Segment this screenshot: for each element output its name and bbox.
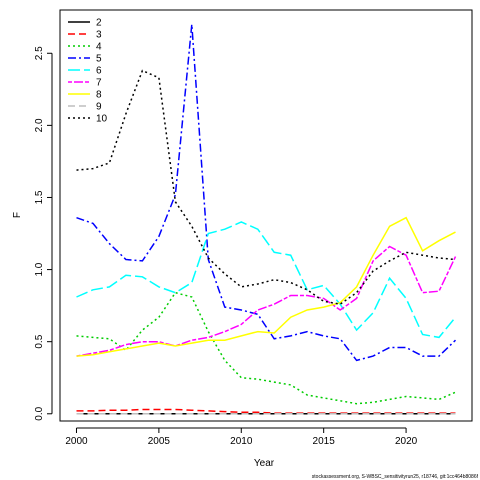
legend-label-9: 9 [96,102,102,113]
y-tick-label: 0.0 [34,406,45,420]
legend-label-4: 4 [96,42,102,53]
legend-label-8: 8 [96,90,102,101]
y-axis: 0.0 0.5 1.0 1.5 2.0 2.5 [34,46,53,421]
y-tick-label: 0.5 [34,334,45,348]
series-layer [76,24,457,415]
legend-label-10: 10 [96,114,108,125]
x-tick-label: 2000 [65,436,88,447]
x-axis-label: Year [254,458,275,469]
y-tick-label: 2.0 [34,118,45,132]
x-tick-label: 2015 [313,436,336,447]
series-line-5 [76,24,457,362]
legend-label-7: 7 [96,78,102,89]
series-line-8 [76,216,456,357]
series-line-6 [76,221,457,339]
series-line-4 [76,291,456,405]
footer-text: stockassessment.org, S-WBSC_sensitivityr… [312,474,479,480]
y-tick-label: 1.5 [34,190,45,204]
x-tick-label: 2020 [395,436,418,447]
y-tick-label: 2.5 [34,46,45,60]
plot-frame [59,9,473,422]
x-tick-label: 2010 [230,436,253,447]
legend-label-3: 3 [96,30,102,41]
y-axis-label: F [12,212,23,218]
series-line-7 [76,245,457,357]
x-tick-label: 2005 [148,436,171,447]
x-axis: 2000 2005 2010 2015 2020 [65,427,418,447]
y-tick-label: 1.0 [34,262,45,276]
series-line-3 [76,408,456,414]
legend-label-5: 5 [96,54,102,65]
series-line-10 [76,69,456,305]
legend-label-2: 2 [96,18,102,29]
legend-label-6: 6 [96,66,102,77]
